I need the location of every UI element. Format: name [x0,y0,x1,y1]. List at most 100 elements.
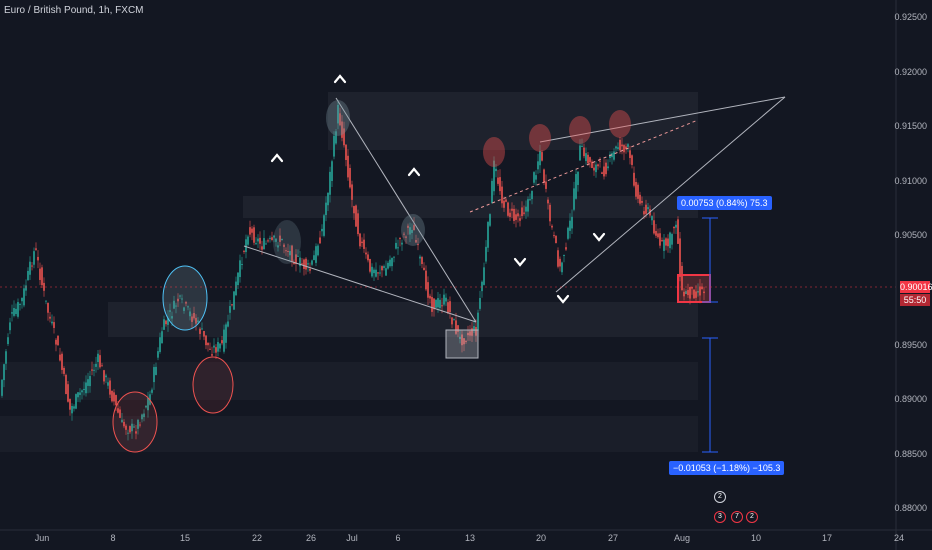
event-icon[interactable]: 2 [714,491,726,503]
event-icon[interactable]: 3 [714,511,726,523]
candle-body [521,207,523,217]
measure-label-lower[interactable]: −0.01053 (−1.18%) −105.3 [669,461,785,475]
candle-body [181,298,183,300]
candle-body [359,233,361,247]
candle-body [215,347,217,353]
candle-body [585,153,587,162]
candle-body [121,419,123,423]
candle-body [397,247,399,249]
time-tick: 20 [535,533,547,543]
candle-body [703,291,705,294]
candle-body [379,272,381,274]
candle-body [571,216,573,229]
candle-body [583,147,585,157]
candle-body [349,167,351,188]
time-tick: 13 [464,533,476,543]
candle-body [85,382,87,394]
price-tick: 0.89000 [894,394,927,404]
candle-body [157,351,159,358]
candle-body [41,267,43,286]
candle-body [579,145,581,161]
candle-body [607,166,609,169]
candle-body [609,154,611,159]
candle-body [319,237,321,244]
current-range-box [677,274,711,303]
time-tick: 6 [395,533,401,543]
measure-label-upper[interactable]: 0.00753 (0.84%) 75.3 [677,196,772,210]
candle-body [363,239,365,249]
candle-body [471,328,473,336]
candle-body [3,364,5,381]
candle-body [537,161,539,170]
candle-body [653,220,655,234]
candle-body [83,388,85,390]
candle-body [55,339,57,345]
candle-body [357,213,359,235]
candle-body [5,351,7,364]
candle-body [87,379,89,386]
candle-body [693,289,695,299]
candle-body [431,296,433,312]
candle-body [695,291,697,298]
candle-body [399,237,401,240]
candle-body [233,291,235,310]
candle-body [279,235,281,242]
candle-body [9,322,11,331]
candle-body [677,219,679,244]
time-tick: 24 [893,533,905,543]
candle-body [225,324,227,343]
candle-body [543,169,545,183]
candle-body [267,240,269,242]
measure-tools [702,217,718,453]
candle-body [155,366,157,375]
event-icon[interactable]: 7 [731,511,743,523]
candle-body [27,270,29,281]
candle-body [335,131,337,144]
candle-body [185,302,187,304]
candle-body [427,282,429,298]
candle-body [337,104,339,124]
event-icon[interactable]: 2 [746,511,758,523]
candle-body [103,370,105,382]
candle-body [581,145,583,147]
candle-body [477,312,479,331]
candle-body [377,272,379,274]
candle-body [413,225,415,231]
candle-body [563,255,565,257]
candle-body [95,363,97,367]
candle-body [137,419,139,429]
candle-body [467,332,469,336]
candle-body [491,180,493,204]
candle-body [635,182,637,197]
candle-body [629,150,631,158]
candle-body [405,236,407,238]
candle-body [669,232,671,249]
candle-body [473,326,475,331]
candle-body [47,303,49,313]
candle-body [475,327,477,336]
candle-body [193,312,195,319]
candle-body [243,250,245,252]
candle-body [539,150,541,166]
candle-body [457,325,459,332]
candle-body [321,228,323,232]
candle-body [461,334,463,346]
candle-body [699,286,701,296]
candle-body [503,200,505,208]
candle-body [39,268,41,280]
candle-body [341,121,343,138]
candle-body [11,312,13,314]
candle-body [447,302,449,314]
candle-body [577,171,579,185]
candle-body [275,238,277,242]
candle-body [105,375,107,378]
candle-body [259,237,261,244]
candle-body [223,329,225,352]
candle-body [595,164,597,173]
candle-body [195,317,197,324]
candle-body [7,337,9,345]
candle-body [49,316,51,319]
candle-body [147,397,149,411]
candle-body [545,181,547,189]
